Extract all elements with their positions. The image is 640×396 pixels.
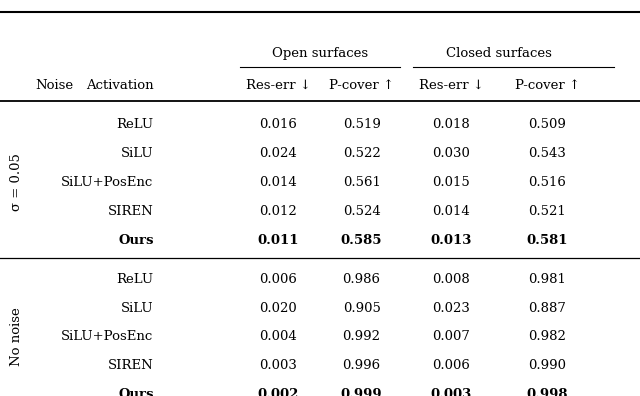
Text: Res-err ↓: Res-err ↓	[246, 79, 311, 91]
Text: σ = 0.05: σ = 0.05	[10, 154, 22, 211]
Text: 0.990: 0.990	[528, 360, 566, 372]
Text: 0.015: 0.015	[433, 176, 470, 189]
Text: 0.004: 0.004	[260, 331, 297, 343]
Text: 0.561: 0.561	[342, 176, 381, 189]
Text: SiLU+PosEnc: SiLU+PosEnc	[61, 176, 154, 189]
Text: 0.012: 0.012	[260, 205, 297, 218]
Text: SIREN: SIREN	[108, 360, 154, 372]
Text: 0.003: 0.003	[259, 360, 298, 372]
Text: 0.018: 0.018	[433, 118, 470, 131]
Text: 0.996: 0.996	[342, 360, 381, 372]
Text: SiLU: SiLU	[121, 147, 154, 160]
Text: 0.002: 0.002	[258, 388, 299, 396]
Text: SIREN: SIREN	[108, 205, 154, 218]
Text: SiLU+PosEnc: SiLU+PosEnc	[61, 331, 154, 343]
Text: 0.522: 0.522	[343, 147, 380, 160]
Text: 0.905: 0.905	[342, 302, 381, 314]
Text: 0.011: 0.011	[258, 234, 299, 247]
Text: 0.024: 0.024	[260, 147, 297, 160]
Text: 0.982: 0.982	[528, 331, 566, 343]
Text: Open surfaces: Open surfaces	[272, 47, 368, 60]
Text: 0.030: 0.030	[432, 147, 470, 160]
Text: Ours: Ours	[118, 234, 154, 247]
Text: Activation: Activation	[86, 79, 154, 91]
Text: 0.543: 0.543	[528, 147, 566, 160]
Text: Ours: Ours	[118, 388, 154, 396]
Text: 0.006: 0.006	[259, 273, 298, 286]
Text: 0.986: 0.986	[342, 273, 381, 286]
Text: 0.516: 0.516	[528, 176, 566, 189]
Text: 0.521: 0.521	[529, 205, 566, 218]
Text: 0.887: 0.887	[528, 302, 566, 314]
Text: 0.003: 0.003	[431, 388, 472, 396]
Text: 0.999: 0.999	[340, 388, 383, 396]
Text: ReLU: ReLU	[116, 118, 154, 131]
Text: SiLU: SiLU	[121, 302, 154, 314]
Text: 0.008: 0.008	[433, 273, 470, 286]
Text: 0.014: 0.014	[260, 176, 297, 189]
Text: ReLU: ReLU	[116, 273, 154, 286]
Text: P-cover ↑: P-cover ↑	[515, 79, 580, 91]
Text: 0.524: 0.524	[343, 205, 380, 218]
Text: 0.007: 0.007	[432, 331, 470, 343]
Text: 0.023: 0.023	[432, 302, 470, 314]
Text: 0.006: 0.006	[432, 360, 470, 372]
Text: 0.016: 0.016	[259, 118, 298, 131]
Text: Res-err ↓: Res-err ↓	[419, 79, 484, 91]
Text: 0.014: 0.014	[433, 205, 470, 218]
Text: 0.581: 0.581	[527, 234, 568, 247]
Text: 0.509: 0.509	[528, 118, 566, 131]
Text: 0.981: 0.981	[528, 273, 566, 286]
Text: 0.020: 0.020	[260, 302, 297, 314]
Text: 0.013: 0.013	[431, 234, 472, 247]
Text: Noise: Noise	[35, 79, 74, 91]
Text: 0.585: 0.585	[341, 234, 382, 247]
Text: 0.519: 0.519	[342, 118, 381, 131]
Text: 0.998: 0.998	[527, 388, 568, 396]
Text: P-cover ↑: P-cover ↑	[329, 79, 394, 91]
Text: Closed surfaces: Closed surfaces	[446, 47, 552, 60]
Text: No noise: No noise	[10, 308, 22, 366]
Text: 0.992: 0.992	[342, 331, 381, 343]
